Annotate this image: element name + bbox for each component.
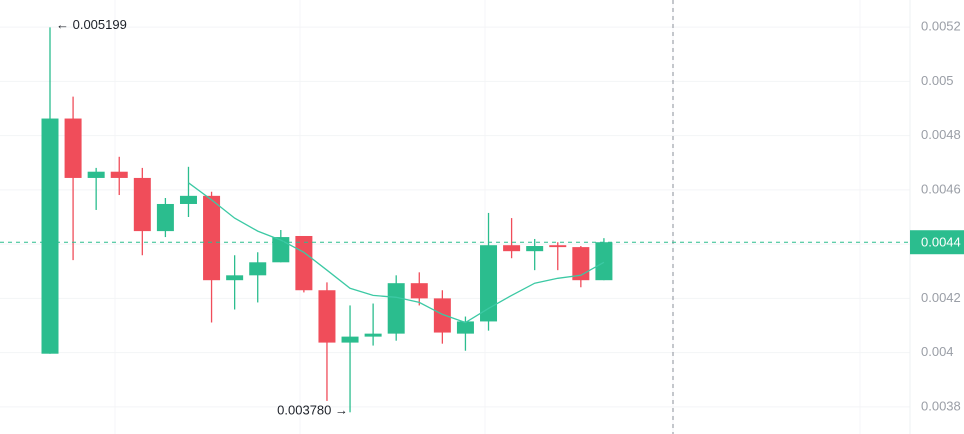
candle-body [295,235,313,291]
last-price-tag [910,230,964,255]
candle-body [433,298,451,333]
candle-body [572,247,590,281]
candle-body [64,118,82,178]
y-tick-label: 0.0048 [921,127,961,142]
candle-body [226,275,244,281]
candle-body [364,333,382,337]
high-annotation: ← 0.005199 [56,17,127,32]
candle-body [387,283,405,334]
y-tick-label: 0.0046 [921,181,961,196]
y-tick-label: 0.0042 [921,290,961,305]
candle-body [133,177,151,232]
y-tick-label: 0.004 [921,344,954,359]
moving-average [188,182,605,324]
candle-body [410,283,428,299]
low-annotation: 0.003780 → [277,403,348,418]
candle-body [526,246,544,252]
candle-body [249,262,267,276]
candle-body [179,195,197,204]
candle-body [595,242,613,281]
candle-body [203,195,221,281]
last-price-label: 0.0044 [921,235,961,250]
candle-body [480,245,498,322]
candle-body [272,237,290,263]
candle-body [110,171,128,178]
candle-body [549,245,567,248]
candle-body [41,118,59,354]
candle-body [318,290,336,343]
candle-body [156,203,174,232]
candle-body [341,336,359,343]
y-tick-label: 0.0038 [921,398,961,413]
candle-body [87,171,105,178]
y-tick-label: 0.0052 [921,19,961,34]
y-tick-label: 0.005 [921,73,954,88]
candle-body [456,321,474,334]
candle-body [503,245,521,252]
plot: 0.0052 0.005 0.0048 0.0046 0.0044 0.0042 0.004… [0,17,964,418]
